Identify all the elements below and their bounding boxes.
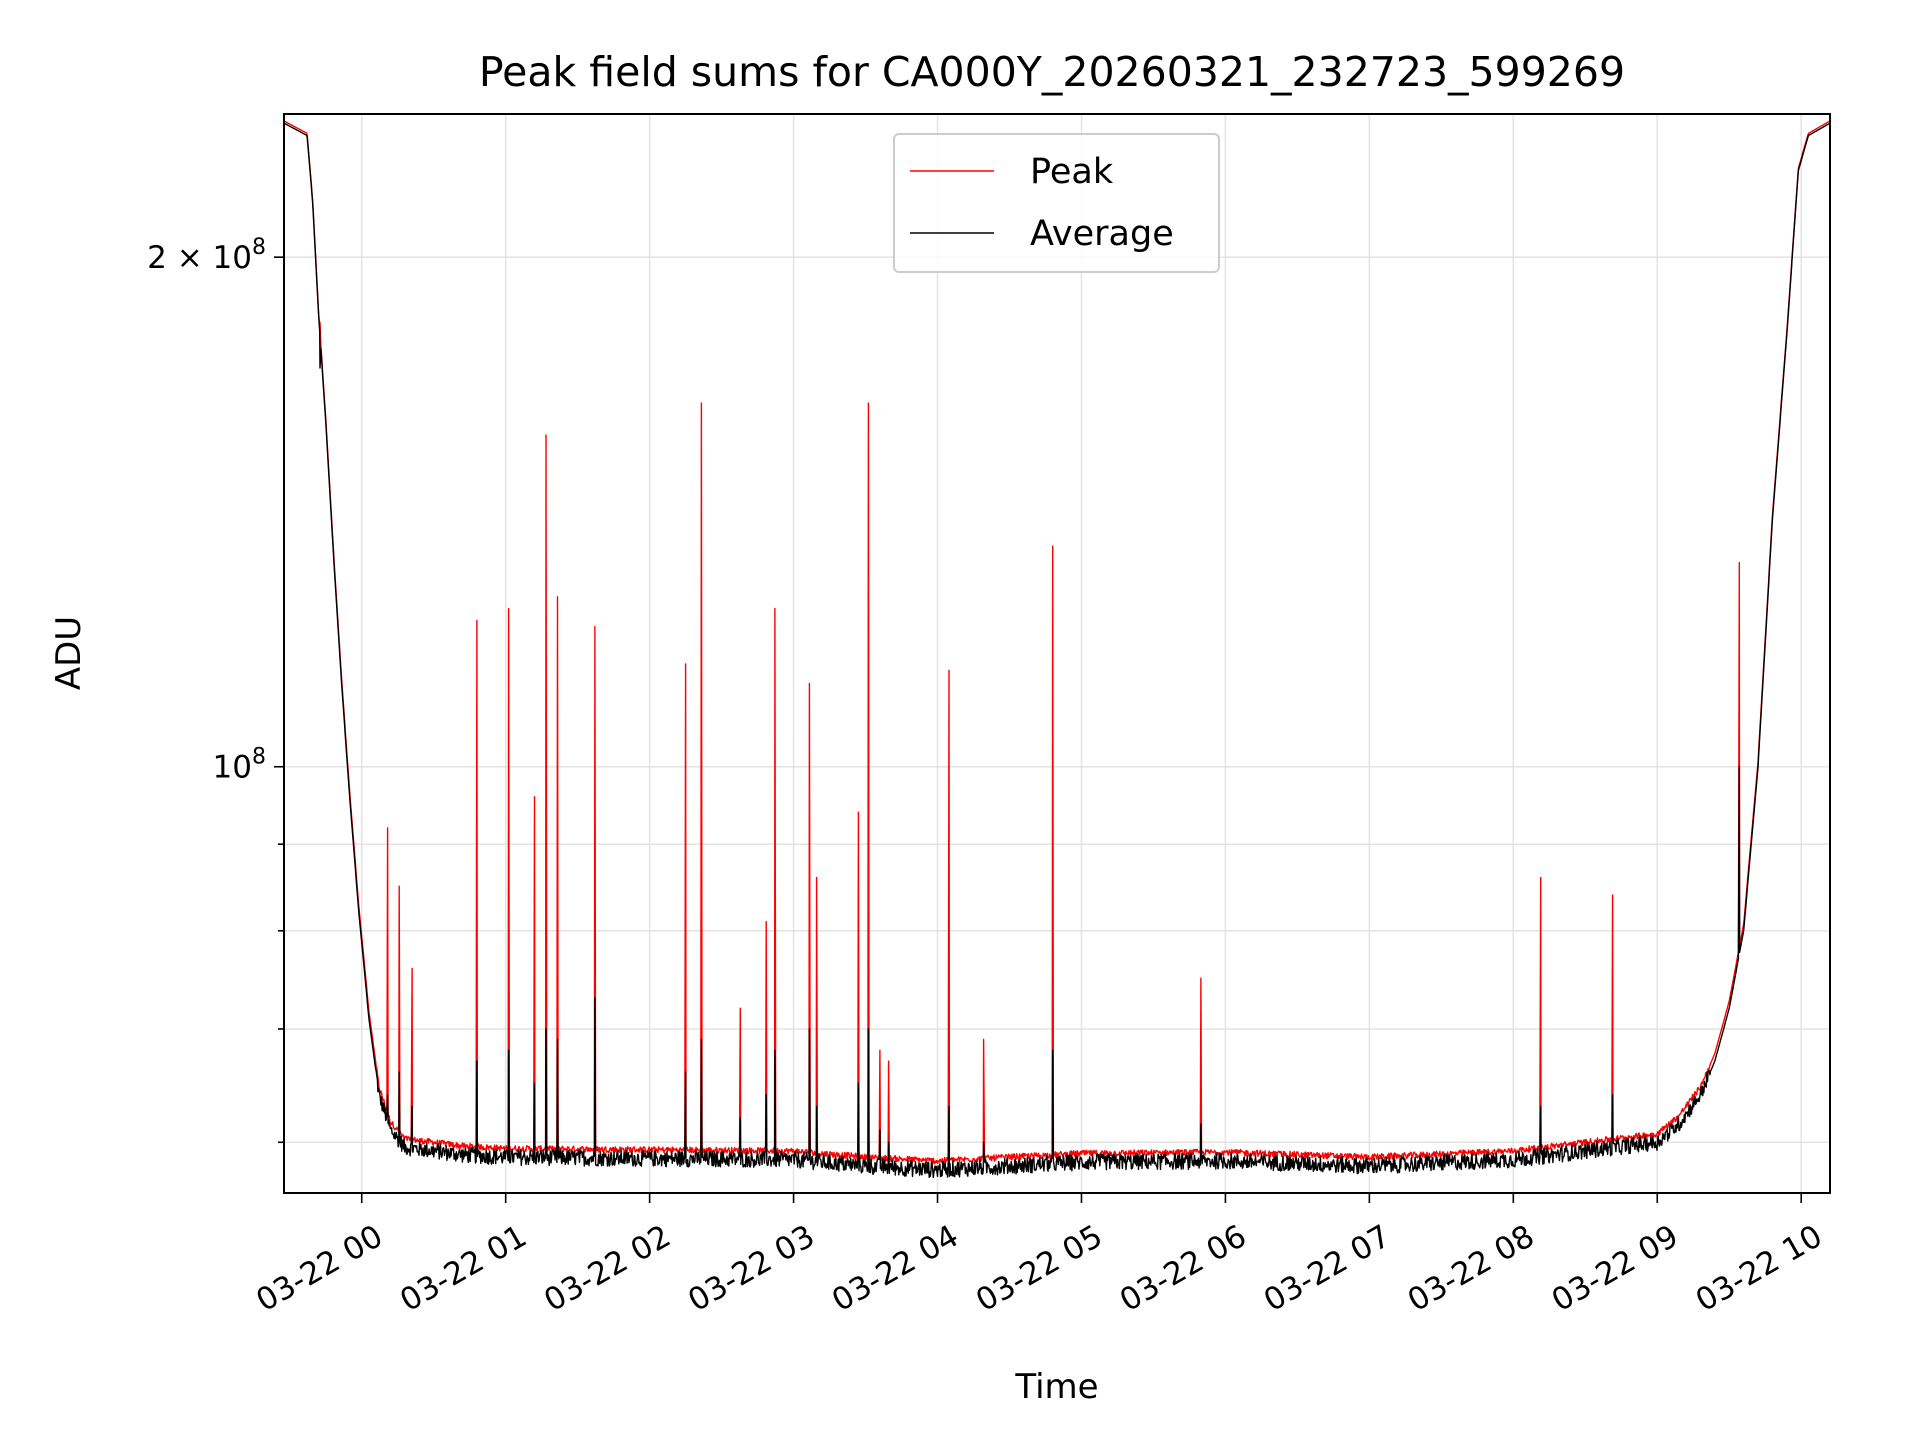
legend-peak-label: Peak — [1030, 152, 1114, 192]
legend-average-label: Average — [1030, 214, 1174, 254]
average-series-line — [284, 122, 1830, 1179]
y-axis-label: ADU — [49, 616, 89, 690]
chart-title: Peak field sums for CA000Y_20260321_2327… — [479, 48, 1625, 96]
y-tick-label: 108 — [213, 745, 266, 786]
peak-series-line — [284, 120, 1830, 1165]
legend: Peak Average — [893, 133, 1220, 273]
grid-layer — [284, 114, 1830, 1193]
x-axis-label: Time — [1014, 1367, 1098, 1407]
y-tick-label: 2 × 108 — [147, 235, 266, 276]
series-layer — [284, 120, 1830, 1179]
legend-box — [893, 133, 1220, 273]
plot-frame — [283, 113, 1831, 1194]
